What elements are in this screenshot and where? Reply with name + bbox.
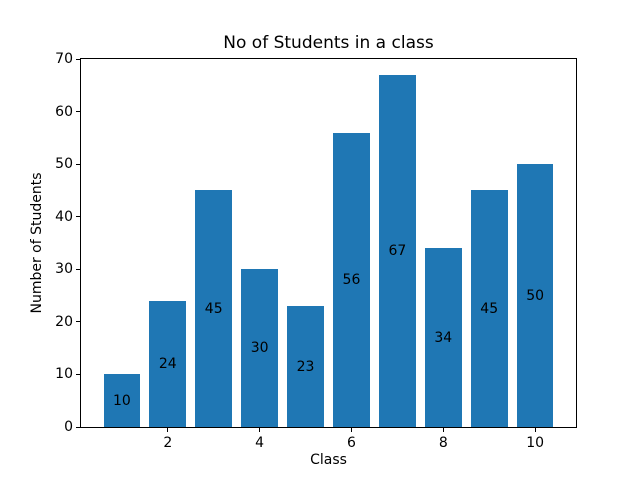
x-tick-mark: [167, 428, 169, 432]
bar-value-label: 45: [204, 300, 223, 317]
y-tick-mark: [76, 426, 80, 428]
x-tick-label: 8: [438, 435, 448, 451]
bar-value-label: 30: [250, 340, 269, 357]
y-tick-mark: [76, 321, 80, 323]
bar-value-label: 50: [526, 287, 545, 304]
x-tick-label: 2: [163, 435, 173, 451]
bar-value-label: 34: [434, 329, 453, 346]
bar: [379, 74, 416, 427]
bar-value-label: 10: [112, 392, 131, 409]
bar-value-label: 56: [342, 271, 361, 288]
bar: [470, 190, 508, 427]
y-axis-label: Number of Students: [29, 172, 45, 314]
x-tick-mark: [534, 428, 536, 432]
chart-title: No of Students in a class: [223, 33, 434, 53]
x-axis-label: Class: [310, 452, 347, 468]
bar: [516, 164, 554, 427]
x-tick-label: 10: [526, 435, 545, 451]
y-tick-label: 30: [55, 261, 73, 278]
x-tick-label: 6: [346, 435, 356, 451]
y-tick-mark: [76, 268, 80, 270]
y-tick-label: 0: [64, 419, 73, 435]
y-tick-label: 40: [55, 208, 73, 225]
bar: [424, 248, 462, 427]
bar: [195, 190, 233, 427]
plot-area: 0 10 20 30 40 50 60 70 2 4 6 8 10 10 24 45 30 23 56 67 34 45 5…: [55, 51, 577, 451]
y-tick-label: 70: [55, 51, 73, 67]
x-tick-mark: [259, 428, 261, 432]
bar-value-label: 45: [480, 300, 499, 317]
x-tick-mark: [442, 428, 444, 432]
bar: [333, 132, 370, 427]
y-tick-mark: [76, 111, 80, 113]
bar: [287, 306, 324, 427]
bar: [241, 269, 278, 427]
bar-value-label: 23: [296, 358, 315, 375]
y-tick-label: 50: [55, 156, 73, 173]
bar: [149, 300, 187, 427]
y-tick-mark: [76, 373, 80, 375]
bar-value-label: 24: [158, 355, 177, 372]
y-tick-label: 60: [55, 103, 73, 120]
y-tick-mark: [76, 163, 80, 165]
x-tick-mark: [350, 428, 352, 432]
x-tick-label: 4: [255, 435, 265, 451]
y-tick-label: 10: [55, 366, 73, 383]
y-tick-label: 20: [55, 313, 73, 330]
bar: [103, 374, 141, 427]
y-tick-mark: [76, 58, 80, 60]
y-tick-mark: [76, 216, 80, 218]
bar-value-label: 67: [388, 242, 407, 259]
